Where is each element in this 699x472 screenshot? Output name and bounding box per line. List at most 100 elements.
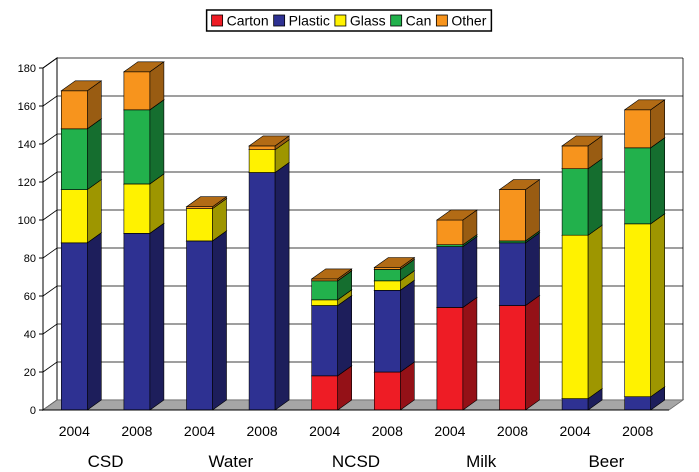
bar-top <box>561 135 604 147</box>
y-tick-label: 80 <box>24 253 36 265</box>
legend-label-other: Other <box>451 13 486 29</box>
bar-top <box>310 268 353 280</box>
y-tick-label: 100 <box>18 215 36 227</box>
legend-label-can: Can <box>406 13 432 29</box>
gridline <box>42 95 683 107</box>
x-tick-label: 2008 <box>372 423 403 439</box>
bar-front <box>499 189 526 242</box>
bar-front <box>60 189 88 244</box>
x-tick-label: 2004 <box>434 423 465 439</box>
bar-front <box>373 371 401 411</box>
y-tick-label: 0 <box>30 405 36 417</box>
bar-side <box>587 158 603 236</box>
bar-side <box>462 236 478 308</box>
bars <box>60 61 666 411</box>
bar-front <box>436 219 464 246</box>
bar-front <box>123 183 151 234</box>
group-label: Milk <box>466 452 497 471</box>
bar-front <box>373 269 401 282</box>
bar-top <box>248 135 291 147</box>
x-tick-label: 2004 <box>560 423 591 439</box>
side-wall <box>42 57 58 411</box>
y-tick-label: 120 <box>18 177 36 189</box>
bar-top <box>435 209 478 221</box>
y-tick-label: 160 <box>18 101 36 113</box>
x-tick-label: 2004 <box>59 423 90 439</box>
bar-front <box>373 289 401 373</box>
y-tick-label: 40 <box>24 329 36 341</box>
bar-front <box>624 223 652 397</box>
bar-front <box>311 375 339 411</box>
bar-front <box>561 168 589 236</box>
bar-segment-other <box>310 268 353 282</box>
bar-top <box>60 80 103 92</box>
bar-front <box>311 299 339 306</box>
gridline <box>42 171 683 183</box>
axes: 0 20 40 60 80 100 120 140 160 180 2004 2008 2004 2008… <box>18 63 669 471</box>
bar-front <box>499 242 526 306</box>
bar-side <box>149 173 165 234</box>
x-tick-label: 2004 <box>184 423 215 439</box>
bar-segment-can <box>60 118 103 191</box>
bar-side <box>149 222 165 411</box>
x-tick-label: 2004 <box>309 423 340 439</box>
bar-segment-other <box>561 135 604 170</box>
bar-segment-other <box>248 135 291 151</box>
bar-front <box>186 208 213 242</box>
x-tick-label: 2008 <box>622 423 653 439</box>
bar-top <box>623 99 666 111</box>
bar-front <box>123 233 151 411</box>
bar-front <box>373 280 401 291</box>
bar-side <box>87 179 102 244</box>
bar-segment-plastic <box>185 230 228 411</box>
bar-side <box>650 137 666 225</box>
bar-segment-glass <box>561 224 604 400</box>
y-tick-label: 140 <box>18 139 36 151</box>
bar-side <box>87 232 102 411</box>
bar-side <box>525 232 540 307</box>
bar-segment-other <box>185 196 228 210</box>
bar-front <box>186 240 213 411</box>
legend-swatch-can <box>390 14 403 27</box>
legend-swatch-glass <box>334 14 347 27</box>
bar-front <box>248 145 276 150</box>
bar-side <box>650 213 666 398</box>
bar-side <box>87 118 102 191</box>
y-tick-label: 60 <box>24 291 36 303</box>
bar-segment-plastic <box>122 222 165 411</box>
bar-side <box>149 99 165 185</box>
x-tick-label: 2008 <box>121 423 152 439</box>
bar-segment-can <box>623 137 666 225</box>
bar-front <box>123 71 151 111</box>
bar-segment-plastic <box>498 232 541 307</box>
legend-label-plastic: Plastic <box>289 13 330 29</box>
bar-segment-plastic <box>60 232 103 411</box>
group-label: Water <box>208 452 253 471</box>
bar-side <box>337 294 353 377</box>
bar-segment-carton <box>498 294 541 411</box>
group-label: Beer <box>588 452 624 471</box>
bar-segment-other <box>498 179 541 242</box>
bar-side <box>525 294 540 411</box>
legend: Carton Plastic Glass Can Other <box>205 9 493 32</box>
bar-segment-plastic <box>310 294 353 377</box>
legend-swatch-other <box>435 14 448 27</box>
bar-side <box>525 179 540 242</box>
bar-segment-plastic <box>435 236 478 308</box>
group-label: CSD <box>88 452 124 471</box>
gridline <box>42 57 683 69</box>
y-tick-label: 180 <box>18 63 36 75</box>
bar-side <box>462 296 478 411</box>
legend-swatch-plastic <box>273 14 286 27</box>
bar-front <box>561 234 589 399</box>
bar-segment-other <box>373 256 416 270</box>
bar-front <box>311 305 339 377</box>
bar-segment-can <box>122 99 165 185</box>
bar-front <box>561 398 589 411</box>
bar-segment-glass <box>623 213 666 398</box>
bar-segment-other <box>122 61 165 111</box>
bar-side <box>399 279 415 373</box>
legend-label-glass: Glass <box>350 13 386 29</box>
